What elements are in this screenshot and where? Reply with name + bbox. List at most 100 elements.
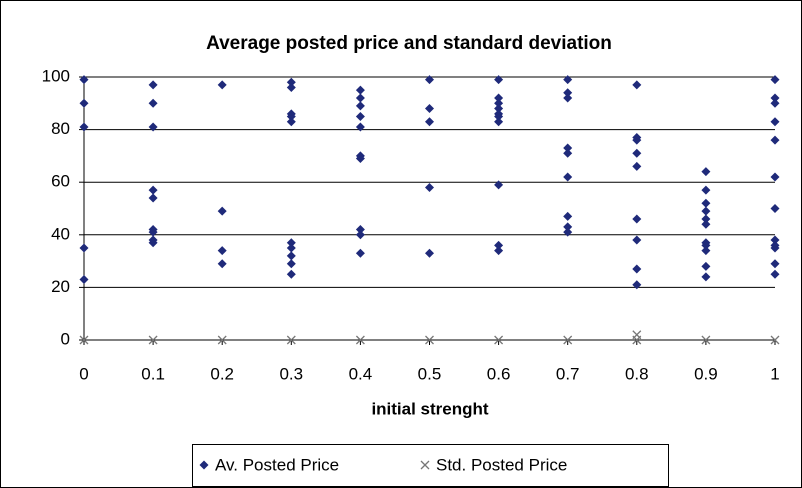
data-point — [770, 335, 780, 345]
data-point — [632, 148, 642, 158]
data-point — [286, 238, 296, 248]
data-point — [148, 335, 158, 345]
data-point — [632, 235, 642, 245]
data-point — [286, 243, 296, 253]
data-point — [770, 269, 780, 279]
data-point — [217, 335, 227, 345]
data-point — [701, 214, 711, 224]
data-point — [425, 182, 434, 192]
data-point — [286, 77, 296, 87]
data-point — [770, 204, 780, 213]
legend-box — [192, 444, 669, 487]
data-point — [701, 206, 711, 216]
data-point — [770, 117, 780, 127]
data-point — [425, 248, 434, 258]
data-point — [286, 117, 296, 127]
data-point — [355, 111, 365, 121]
data-point — [494, 117, 504, 127]
data-point — [355, 335, 365, 345]
data-point — [148, 185, 158, 195]
x-tick-label: 0.7 — [556, 364, 580, 383]
x-tick-label: 0.1 — [141, 364, 165, 383]
data-point — [286, 83, 296, 93]
data-point — [355, 248, 365, 258]
data-point — [355, 230, 365, 240]
data-point — [494, 93, 504, 103]
data-point — [563, 88, 573, 98]
x-tick-label: 0.3 — [279, 364, 303, 383]
data-point — [701, 240, 711, 250]
data-point — [355, 154, 365, 164]
data-point — [217, 259, 227, 269]
data-point — [770, 172, 780, 182]
data-point — [770, 93, 780, 103]
data-point — [425, 104, 434, 114]
data-point — [148, 80, 158, 90]
data-point — [494, 104, 504, 114]
data-point — [494, 335, 504, 345]
legend-label: Av. Posted Price — [215, 455, 339, 474]
x-tick-label: 0.6 — [487, 364, 511, 383]
data-point — [563, 227, 573, 237]
data-point — [148, 227, 158, 237]
data-point — [701, 219, 711, 229]
data-point — [563, 93, 573, 103]
x-tick-label: 0.8 — [625, 364, 649, 383]
data-point — [701, 185, 711, 195]
data-point — [79, 275, 89, 285]
data-point — [355, 225, 365, 235]
data-point — [563, 75, 573, 85]
data-point — [494, 240, 504, 250]
data-point — [286, 259, 296, 269]
y-tick-label: 40 — [51, 224, 70, 243]
data-point — [770, 259, 780, 269]
data-point — [632, 330, 642, 340]
x-tick-label: 1 — [770, 364, 779, 383]
data-point — [79, 122, 89, 132]
data-point — [79, 75, 89, 85]
y-tick-label: 60 — [51, 172, 70, 191]
data-point — [770, 243, 780, 253]
x-tick-label: 0.5 — [418, 364, 442, 383]
data-point — [563, 222, 573, 232]
data-point — [632, 161, 642, 171]
data-point — [563, 143, 573, 153]
data-point — [770, 98, 780, 108]
data-point — [632, 135, 642, 145]
data-point — [355, 93, 365, 103]
x-tick-label: 0.9 — [694, 364, 718, 383]
data-point — [563, 172, 573, 182]
data-point — [148, 98, 158, 108]
data-point — [563, 335, 573, 345]
data-point — [79, 243, 89, 253]
legend-marker — [420, 460, 430, 470]
data-point — [770, 135, 780, 145]
data-point — [148, 193, 158, 203]
data-point — [701, 272, 711, 282]
x-tick-label: 0.2 — [210, 364, 234, 383]
y-tick-label: 100 — [42, 66, 70, 85]
data-point — [494, 75, 504, 85]
data-point — [425, 335, 434, 345]
x-tick-label: 0 — [79, 364, 88, 383]
y-tick-label: 0 — [61, 329, 70, 348]
legend-marker — [199, 460, 209, 470]
data-point — [632, 214, 642, 224]
data-point — [286, 335, 296, 345]
y-tick-label: 80 — [51, 119, 70, 138]
data-point — [217, 80, 227, 90]
data-point — [355, 85, 365, 95]
data-point — [217, 206, 227, 216]
data-point — [563, 148, 573, 158]
data-point — [494, 246, 504, 256]
x-axis-label: initial strenght — [371, 399, 488, 418]
data-point — [701, 261, 711, 271]
data-point — [770, 235, 780, 245]
data-point — [217, 246, 227, 256]
data-point — [632, 80, 642, 90]
chart-title: Average posted price and standard deviat… — [206, 33, 612, 54]
data-point — [494, 98, 504, 108]
data-point — [425, 75, 434, 85]
